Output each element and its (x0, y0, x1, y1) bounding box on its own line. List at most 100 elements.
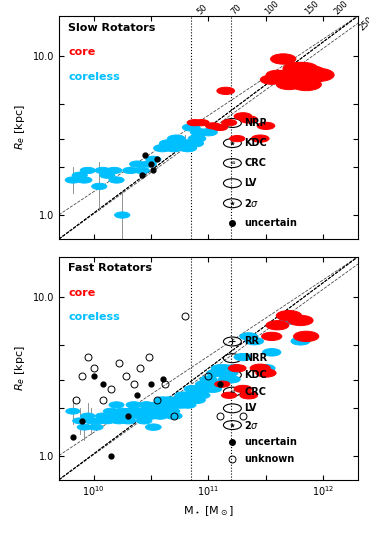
Y-axis label: $R_e$ [kpc]: $R_e$ [kpc] (13, 104, 27, 150)
Ellipse shape (230, 135, 245, 142)
Ellipse shape (266, 70, 289, 79)
Ellipse shape (175, 392, 192, 399)
Ellipse shape (120, 418, 135, 424)
Ellipse shape (182, 124, 200, 131)
Text: 200: 200 (332, 0, 350, 16)
Ellipse shape (263, 349, 281, 356)
Ellipse shape (109, 177, 124, 183)
Text: NRR: NRR (244, 353, 268, 363)
Text: uncertain: uncertain (244, 219, 297, 228)
Ellipse shape (291, 337, 310, 345)
Ellipse shape (283, 62, 313, 75)
Ellipse shape (123, 167, 138, 174)
Text: RR: RR (244, 336, 259, 346)
Ellipse shape (257, 122, 275, 130)
Ellipse shape (191, 385, 208, 392)
Ellipse shape (92, 418, 107, 424)
Text: $\infty$: $\infty$ (229, 160, 236, 166)
Ellipse shape (234, 112, 252, 120)
Ellipse shape (159, 401, 175, 408)
Ellipse shape (245, 337, 263, 345)
Ellipse shape (240, 333, 258, 340)
Text: Fast Rotators: Fast Rotators (68, 263, 152, 273)
Ellipse shape (266, 320, 289, 330)
Ellipse shape (161, 397, 177, 403)
Ellipse shape (155, 397, 170, 403)
Ellipse shape (256, 369, 276, 377)
Ellipse shape (100, 172, 115, 179)
Ellipse shape (196, 381, 212, 387)
Ellipse shape (213, 124, 228, 131)
Ellipse shape (193, 392, 210, 399)
Ellipse shape (223, 376, 240, 383)
Ellipse shape (165, 144, 183, 152)
Ellipse shape (173, 401, 189, 408)
Text: 2$\sigma$: 2$\sigma$ (244, 197, 259, 209)
Ellipse shape (107, 413, 122, 419)
Text: Slow Rotators: Slow Rotators (68, 23, 155, 33)
Ellipse shape (159, 140, 177, 147)
Ellipse shape (198, 385, 215, 392)
Ellipse shape (77, 177, 92, 183)
Ellipse shape (177, 140, 194, 147)
Text: coreless: coreless (68, 72, 120, 82)
Ellipse shape (276, 311, 301, 321)
Ellipse shape (80, 167, 95, 174)
Ellipse shape (72, 172, 87, 179)
Ellipse shape (81, 413, 95, 419)
Text: LV: LV (244, 403, 257, 414)
Text: NRR: NRR (244, 118, 268, 128)
Ellipse shape (66, 408, 80, 414)
Ellipse shape (251, 135, 269, 142)
Ellipse shape (141, 408, 156, 415)
Ellipse shape (222, 392, 237, 398)
Text: uncertain: uncertain (244, 437, 297, 447)
Ellipse shape (92, 183, 107, 190)
Ellipse shape (134, 408, 149, 414)
Ellipse shape (145, 424, 161, 430)
Ellipse shape (240, 116, 258, 123)
Ellipse shape (187, 119, 202, 126)
Ellipse shape (186, 140, 204, 147)
Ellipse shape (77, 424, 92, 430)
Ellipse shape (109, 402, 124, 408)
Ellipse shape (157, 408, 173, 415)
Ellipse shape (123, 408, 138, 414)
Ellipse shape (220, 369, 238, 377)
Ellipse shape (177, 397, 194, 403)
Text: LV: LV (244, 178, 257, 188)
Ellipse shape (107, 167, 122, 174)
Ellipse shape (189, 397, 205, 403)
Text: CRC: CRC (244, 386, 266, 397)
Text: KDC: KDC (244, 138, 267, 148)
Ellipse shape (270, 54, 296, 64)
Ellipse shape (234, 353, 252, 361)
Ellipse shape (136, 417, 152, 424)
Ellipse shape (250, 364, 270, 373)
Ellipse shape (143, 413, 159, 419)
Ellipse shape (139, 402, 154, 408)
Ellipse shape (132, 413, 147, 419)
Ellipse shape (207, 369, 224, 376)
Ellipse shape (257, 365, 275, 372)
Ellipse shape (234, 385, 252, 393)
Ellipse shape (206, 123, 221, 129)
Text: 50: 50 (196, 2, 209, 16)
X-axis label: M$_\star$ [M$_\odot$]: M$_\star$ [M$_\odot$] (183, 504, 234, 518)
Text: $\infty$: $\infty$ (229, 389, 236, 394)
Ellipse shape (103, 408, 118, 414)
Ellipse shape (168, 401, 184, 408)
Ellipse shape (222, 119, 237, 126)
Ellipse shape (182, 392, 199, 399)
Ellipse shape (272, 70, 294, 79)
Ellipse shape (216, 365, 233, 372)
Ellipse shape (163, 408, 180, 415)
Ellipse shape (154, 144, 171, 152)
Ellipse shape (186, 392, 203, 399)
Text: coreless: coreless (68, 312, 120, 322)
Ellipse shape (115, 408, 130, 414)
Text: 150: 150 (303, 0, 321, 16)
Ellipse shape (100, 418, 115, 424)
Ellipse shape (65, 177, 80, 183)
Text: 100: 100 (263, 0, 280, 16)
